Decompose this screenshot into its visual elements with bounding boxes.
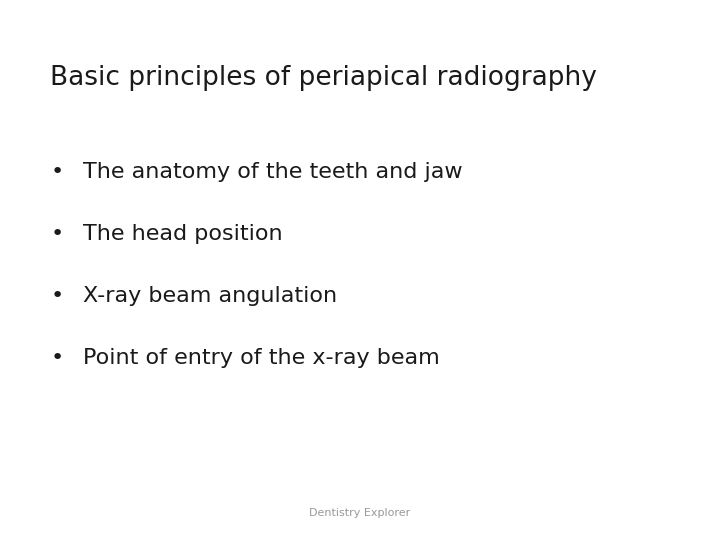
Text: •: • bbox=[50, 348, 63, 368]
Text: •: • bbox=[50, 224, 63, 244]
Text: Dentistry Explorer: Dentistry Explorer bbox=[310, 508, 410, 518]
Text: The head position: The head position bbox=[83, 224, 282, 244]
Text: Basic principles of periapical radiography: Basic principles of periapical radiograp… bbox=[50, 65, 598, 91]
Text: Point of entry of the x-ray beam: Point of entry of the x-ray beam bbox=[83, 348, 439, 368]
Text: •: • bbox=[50, 162, 63, 182]
Text: •: • bbox=[50, 286, 63, 306]
Text: X-ray beam angulation: X-ray beam angulation bbox=[83, 286, 337, 306]
Text: The anatomy of the teeth and jaw: The anatomy of the teeth and jaw bbox=[83, 162, 462, 182]
